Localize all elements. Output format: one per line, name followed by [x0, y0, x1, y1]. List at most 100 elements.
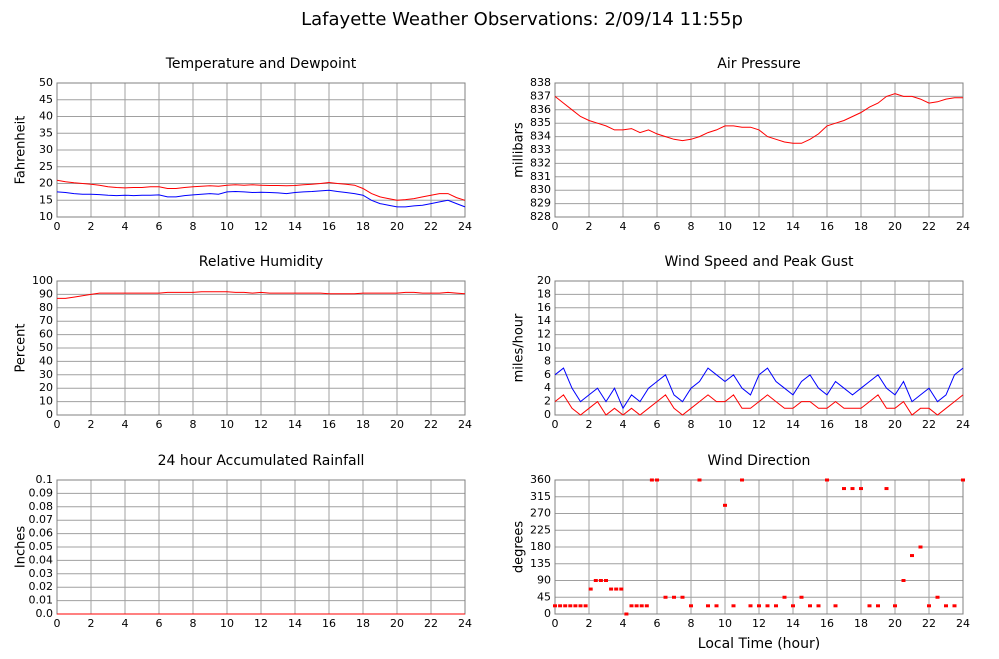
x-tick-label: 24	[956, 617, 970, 630]
x-tick-label: 12	[752, 220, 766, 233]
y-tick-label: 0.1	[36, 473, 54, 486]
chart-title: Wind Direction	[708, 453, 811, 469]
data-point	[910, 554, 914, 558]
y-tick-label: 0.09	[29, 486, 54, 499]
x-tick-label: 24	[458, 220, 472, 233]
y-tick-label: 315	[530, 490, 551, 503]
plot-frame	[554, 82, 964, 218]
y-tick-label: 14	[537, 314, 551, 327]
y-tick-label: 40	[39, 110, 53, 123]
data-point	[859, 487, 863, 491]
x-tick-label: 20	[888, 418, 902, 431]
x-tick-label: 0	[54, 220, 61, 233]
y-tick-label: 829	[530, 197, 551, 210]
x-tick-label: 8	[688, 220, 695, 233]
data-point	[757, 604, 761, 608]
data-point	[935, 595, 940, 599]
data-point	[553, 604, 557, 608]
y-tick-label: 10	[537, 341, 551, 354]
x-tick-label: 2	[88, 617, 95, 630]
y-tick-label: 50	[39, 76, 53, 89]
x-tick-label: 18	[854, 418, 868, 431]
data-point	[619, 587, 624, 591]
data-point	[893, 604, 897, 608]
data-point	[563, 604, 568, 608]
y-tick-label: 831	[530, 170, 551, 183]
plot-frame	[554, 479, 964, 615]
data-point	[944, 604, 948, 608]
data-point	[782, 595, 787, 599]
y-tick-label: 832	[530, 156, 551, 169]
y-tick-label: 0.04	[29, 553, 54, 566]
y-tick-label: 0	[544, 607, 551, 620]
x-tick-label: 8	[688, 617, 695, 630]
data-point	[578, 604, 583, 608]
data-point	[799, 595, 804, 599]
x-tick-label: 18	[854, 220, 868, 233]
y-tick-label: 0.05	[29, 540, 54, 553]
data-point	[573, 604, 578, 608]
x-tick-label: 20	[888, 617, 902, 630]
x-tick-label: 8	[190, 418, 197, 431]
data-point	[680, 595, 685, 599]
y-tick-label: 360	[530, 473, 551, 486]
data-point	[663, 595, 668, 599]
data-point	[825, 478, 829, 482]
x-tick-label: 12	[254, 220, 268, 233]
data-point	[748, 604, 753, 608]
x-tick-label: 10	[718, 418, 732, 431]
x-tick-label: 20	[390, 418, 404, 431]
y-tick-label: 12	[537, 328, 551, 341]
y-tick-label: 225	[530, 523, 551, 536]
x-tick-label: 14	[786, 617, 800, 630]
x-tick-label: 14	[288, 220, 302, 233]
x-tick-label: 10	[220, 418, 234, 431]
x-tick-label: 22	[922, 220, 936, 233]
x-tick-label: 2	[586, 220, 593, 233]
data-point	[884, 487, 889, 491]
chart-title: Wind Speed and Peak Gust	[665, 254, 854, 270]
plot-frame	[56, 280, 466, 416]
y-tick-label: 0.07	[29, 513, 54, 526]
x-tick-label: 10	[718, 220, 732, 233]
x-tick-label: 6	[654, 617, 661, 630]
data-point	[927, 604, 931, 608]
data-point	[833, 604, 838, 608]
x-tick-label: 24	[458, 617, 472, 630]
chart-title: Temperature and Dewpoint	[165, 56, 357, 72]
y-tick-label: 834	[530, 130, 551, 143]
x-tick-label: 4	[122, 220, 129, 233]
x-tick-label: 6	[156, 418, 163, 431]
x-tick-label: 10	[220, 220, 234, 233]
data-point	[952, 604, 957, 608]
data-point	[774, 604, 778, 608]
data-point	[568, 604, 573, 608]
x-tick-label: 16	[820, 617, 834, 630]
x-tick-label: 12	[254, 418, 268, 431]
data-point	[740, 478, 744, 482]
data-point	[706, 604, 710, 608]
x-tick-label: 16	[322, 418, 336, 431]
x-tick-label: 6	[654, 418, 661, 431]
y-tick-label: 0	[46, 408, 53, 421]
x-tick-label: 4	[620, 220, 627, 233]
x-tick-label: 22	[424, 220, 438, 233]
y-tick-label: 4	[544, 381, 551, 394]
y-tick-label: 837	[530, 89, 551, 102]
x-tick-label: 12	[752, 418, 766, 431]
data-point	[672, 595, 676, 599]
y-tick-label: 270	[530, 507, 551, 520]
y-tick-label: 830	[530, 183, 551, 196]
x-tick-label: 22	[922, 617, 936, 630]
y-tick-label: 0.01	[29, 594, 54, 607]
x-tick-label: 16	[820, 220, 834, 233]
x-tick-label: 2	[586, 617, 593, 630]
data-point	[583, 604, 588, 608]
x-tick-label: 12	[752, 617, 766, 630]
x-tick-label: 16	[820, 418, 834, 431]
y-tick-label: 35	[39, 126, 53, 139]
x-tick-label: 16	[322, 220, 336, 233]
y-tick-label: 18	[537, 287, 551, 300]
data-point	[961, 478, 965, 482]
x-tick-label: 22	[424, 617, 438, 630]
